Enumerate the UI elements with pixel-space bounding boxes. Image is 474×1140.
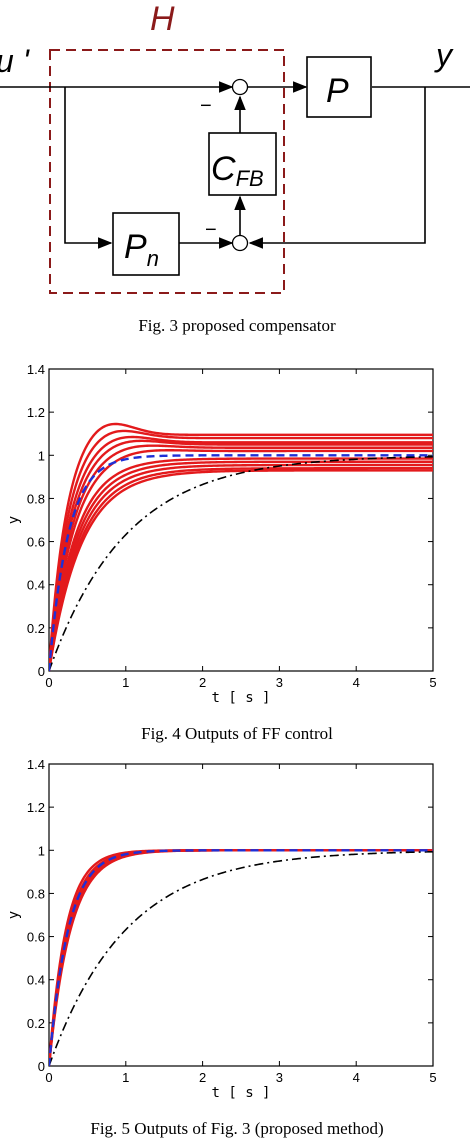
minus-sign-bottom: − <box>205 219 217 241</box>
figure-3-caption: Fig. 3 proposed compensator <box>138 316 336 335</box>
x-tick-label: 5 <box>429 1070 436 1085</box>
x-tick-label: 4 <box>353 675 360 690</box>
y-tick-label: 0.2 <box>27 621 45 636</box>
summing-junction-top <box>231 78 249 96</box>
plot-area <box>49 849 433 1066</box>
red-response-line <box>49 467 433 671</box>
summing-junction-bottom <box>231 234 249 252</box>
y-tick-label: 0.8 <box>27 886 45 901</box>
y-axis-label: y <box>6 911 22 919</box>
y-tick-label: 1.2 <box>27 800 45 815</box>
u-prime-label: u ' <box>0 43 31 79</box>
plot-frame <box>48 368 434 672</box>
red-response-line <box>49 444 433 671</box>
x-tick-label: 5 <box>429 675 436 690</box>
minus-sign-top: − <box>200 95 212 117</box>
y-tick-label: 1 <box>38 843 45 858</box>
x-tick-label: 0 <box>45 1070 52 1085</box>
reference-dashdot-line <box>49 850 433 1066</box>
red-response-line <box>49 429 433 670</box>
signal-line-branch-to-pn <box>64 87 113 249</box>
red-response-line <box>49 422 433 670</box>
y-tick-label: 1.2 <box>27 405 45 420</box>
nominal-dashed-line <box>49 454 433 671</box>
reference-dashdot-line <box>49 455 433 671</box>
red-response-line <box>49 463 433 671</box>
pn-label: Pn <box>124 228 159 271</box>
figure-caption: Fig. 5 Outputs of Fig. 3 (proposed metho… <box>90 1119 383 1138</box>
x-tick-label: 1 <box>122 1070 129 1085</box>
y-tick-label: 1 <box>38 448 45 463</box>
figure-3-diagram: H u ' y − P CFB Pn − Fig. 3 proposed com… <box>0 0 470 335</box>
plant-p-label: P <box>326 72 349 110</box>
y-axis-label: y <box>6 516 22 524</box>
red-response-line <box>49 439 433 671</box>
x-tick-label: 1 <box>122 675 129 690</box>
figure-5-chart: 0 1 2 3 4 5 0 0.2 0.4 0.6 0.8 1 1.2 1.4 t [ s ] y Fig. 5… <box>6 757 437 1138</box>
red-response-line <box>49 469 433 671</box>
figure-4-chart: 0 1 2 3 4 5 0 0.2 0.4 0.6 0.8 1 1.2 1.4 t [ s ] y Fig. 4… <box>6 362 437 743</box>
cfb-block <box>208 132 277 196</box>
red-response-line <box>49 460 433 671</box>
y-tick-label: 0 <box>38 664 45 679</box>
x-tick-label: 3 <box>276 675 283 690</box>
pn-block <box>112 212 180 276</box>
y-tick-label: 0.6 <box>27 535 45 550</box>
cfb-label: CFB <box>211 150 264 191</box>
y-tick-label: 0.2 <box>27 1016 45 1031</box>
h-dashed-boundary <box>49 49 285 294</box>
y-tick-label: 0.4 <box>27 973 45 988</box>
red-response-line <box>49 435 433 670</box>
h-label: H <box>150 0 175 38</box>
plant-p-block <box>306 56 372 118</box>
y-tick-label: 0.8 <box>27 491 45 506</box>
x-tick-label: 3 <box>276 1070 283 1085</box>
signal-line-output-feedback <box>248 87 426 249</box>
y-tick-label: 1.4 <box>27 362 45 377</box>
figure-caption: Fig. 4 Outputs of FF control <box>141 724 333 743</box>
plot-area <box>49 422 433 671</box>
x-axis-label: t [ s ] <box>211 1085 270 1101</box>
x-tick-label: 2 <box>199 675 206 690</box>
y-tick-label: 0 <box>38 1059 45 1074</box>
y-tick-label: 0.6 <box>27 930 45 945</box>
y-tick-label: 1.4 <box>27 757 45 772</box>
x-tick-label: 2 <box>199 1070 206 1085</box>
x-axis-label: t [ s ] <box>211 690 270 706</box>
x-tick-label: 4 <box>353 1070 360 1085</box>
y-tick-label: 0.4 <box>27 578 45 593</box>
plot-frame <box>48 763 434 1067</box>
y-label: y <box>434 37 454 73</box>
x-tick-label: 0 <box>45 675 52 690</box>
nominal-dashed-line <box>49 849 433 1066</box>
